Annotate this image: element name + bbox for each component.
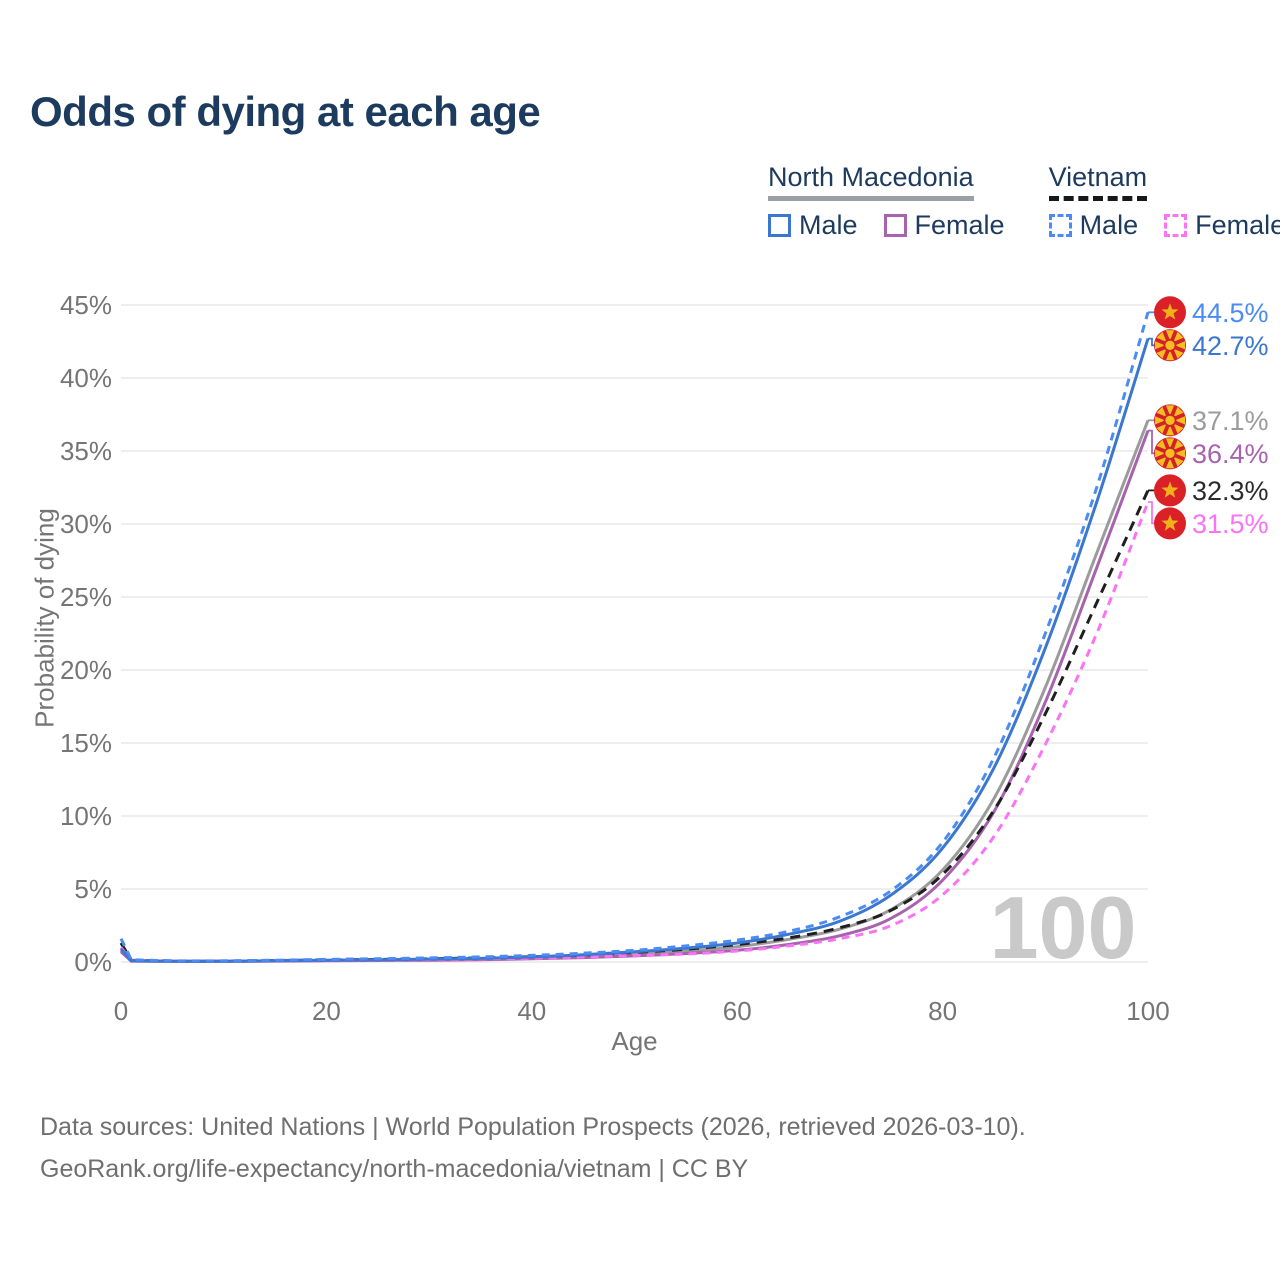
vietnam-flag-icon [1154, 507, 1186, 540]
label-connector [1148, 501, 1154, 525]
vietnam-flag-icon [1154, 296, 1186, 329]
legend-item-label: Male [799, 210, 858, 240]
north-macedonia-flag-icon [1154, 329, 1186, 362]
legend-item-nm-male[interactable]: Male [768, 210, 858, 241]
y-axis-title: Probability of dying [29, 508, 60, 728]
north-macedonia-flag-icon [1154, 404, 1186, 437]
legend-item-label: Male [1079, 210, 1139, 240]
swatch-vn-female-icon [1164, 214, 1188, 237]
y-tick-label: 5% [74, 874, 112, 904]
footer: Data sources: United Nations | World Pop… [40, 1106, 1026, 1190]
legend-item-nm-female[interactable]: Female [883, 210, 1005, 241]
x-axis-title: Age [611, 1026, 658, 1056]
legend-item-label: Female [1195, 210, 1280, 240]
x-tick-label: 40 [517, 996, 546, 1026]
legend-items-vietnam: Male Female [1048, 210, 1280, 241]
legend-group-north-macedonia: North Macedonia Male Female [768, 162, 1005, 241]
x-tick-label: 100 [1126, 996, 1169, 1026]
y-tick-label: 20% [60, 655, 112, 685]
label-connector [1148, 337, 1154, 347]
series-line-vietnam-male[interactable] [119, 311, 1150, 963]
y-tick-label: 25% [60, 582, 112, 612]
end-value-label-vietnam-male: 44.5% [1192, 298, 1269, 328]
x-tick-label: 80 [928, 996, 957, 1026]
y-tick-label: 40% [60, 363, 112, 393]
label-connector [1148, 429, 1154, 455]
y-tick-label: 0% [74, 947, 112, 977]
data-sources-line: Data sources: United Nations | World Pop… [40, 1113, 1026, 1141]
legend: North Macedonia Male Female Vietnam Male… [768, 162, 1280, 241]
y-tick-label: 30% [60, 509, 112, 539]
legend-country-north-macedonia: North Macedonia [768, 162, 974, 201]
legend-item-vn-female[interactable]: Female [1164, 210, 1280, 241]
end-value-label-vietnam-female: 31.5% [1192, 509, 1269, 539]
swatch-nm-male-icon [768, 214, 791, 237]
legend-item-label: Female [914, 210, 1005, 240]
x-tick-label: 60 [723, 996, 752, 1026]
swatch-nm-female-icon [883, 214, 907, 237]
swatch-vn-male-icon [1048, 214, 1072, 237]
end-value-label-vietnam-both-sexes: 32.3% [1192, 476, 1269, 506]
y-tick-label: 45% [60, 290, 112, 320]
x-tick-label: 0 [114, 996, 128, 1026]
vietnam-flag-icon [1154, 474, 1186, 507]
page-title: Odds of dying at each age [30, 88, 541, 135]
series-line-vietnam-female[interactable] [119, 501, 1150, 963]
end-value-label-north-macedonia-male: 42.7% [1192, 331, 1269, 361]
north-macedonia-flag-icon [1154, 437, 1186, 470]
series-line-north-macedonia-male[interactable] [119, 338, 1150, 963]
end-value-label-north-macedonia-both-sexes: 37.1% [1192, 406, 1269, 436]
y-tick-label: 10% [60, 801, 112, 831]
legend-country-vietnam: Vietnam [1048, 162, 1148, 201]
attribution-line: GeoRank.org/life-expectancy/north-macedo… [40, 1155, 749, 1183]
legend-group-vietnam: Vietnam Male Female [1048, 162, 1280, 241]
end-value-label-north-macedonia-female: 36.4% [1192, 439, 1269, 469]
legend-item-vn-male[interactable]: Male [1048, 210, 1139, 241]
y-tick-label: 35% [60, 436, 112, 466]
watermark-age-label: 100 [990, 878, 1137, 977]
y-tick-label: 15% [60, 728, 112, 758]
x-tick-label: 20 [312, 996, 341, 1026]
legend-items-north-macedonia: Male Female [768, 210, 1005, 241]
